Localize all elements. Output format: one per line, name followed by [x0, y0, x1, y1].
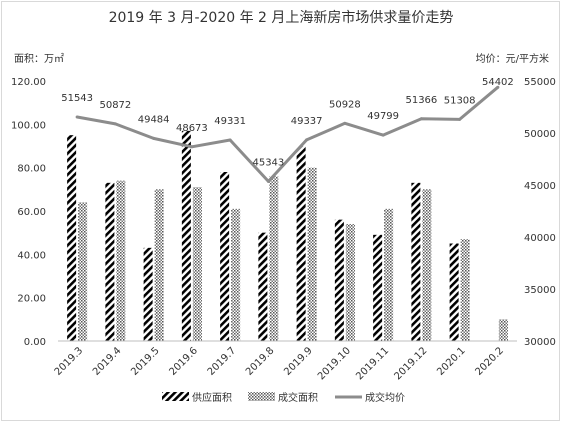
left-tick-label: 80.00	[17, 164, 46, 175]
price-point	[75, 115, 79, 119]
price-point	[496, 85, 500, 89]
price-line	[76, 86, 499, 183]
price-data-label: 50928	[329, 99, 361, 110]
x-tick-label: 2019.9	[282, 345, 315, 378]
price-point	[343, 121, 347, 125]
supply-bar	[258, 232, 268, 341]
right-tick-label: 40000	[524, 233, 556, 244]
bars-group	[67, 130, 508, 341]
x-tick-label: 2019.7	[206, 345, 239, 378]
transaction-bar	[116, 180, 126, 341]
price-data-label: 49331	[214, 116, 246, 127]
price-point	[266, 179, 270, 183]
supply-bar	[449, 243, 459, 341]
x-tick-label: 2019.10	[316, 345, 353, 382]
price-data-label: 49484	[138, 114, 170, 125]
x-axis-ticks: 2019.3 2019.4 2019.5 2019.6 2019.7 2019.8 2019…	[53, 345, 506, 382]
supply-bar	[220, 172, 230, 341]
legend-label-transaction: 成交面积	[278, 391, 318, 404]
supply-bar	[296, 146, 306, 341]
right-tick-label: 50000	[524, 129, 556, 140]
supply-bar	[411, 182, 421, 341]
transaction-bar	[307, 167, 317, 341]
supply-bar	[67, 135, 77, 341]
legend-label-price: 成交均价	[365, 391, 405, 404]
legend-swatch-transaction	[248, 392, 275, 401]
price-data-label: 45343	[252, 157, 284, 168]
x-tick-label: 2019.8	[244, 345, 277, 378]
price-point	[113, 122, 117, 126]
transaction-bar	[154, 189, 164, 341]
price-point	[305, 138, 309, 142]
price-point	[381, 133, 385, 137]
legend-label-supply: 供应面积	[192, 391, 232, 404]
right-tick-label: 30000	[524, 337, 556, 348]
transaction-bar	[384, 208, 394, 341]
price-data-label: 54402	[482, 77, 514, 88]
price-data-label: 51366	[405, 95, 437, 106]
x-tick-label: 2019.12	[392, 345, 429, 382]
transaction-bar	[192, 187, 202, 341]
supply-bar	[181, 130, 191, 341]
price-point	[228, 138, 232, 142]
transaction-bar	[231, 208, 241, 341]
left-axis-unit: 面积：万㎡	[14, 53, 64, 65]
price-data-label: 48673	[176, 123, 208, 134]
price-data-label: 51543	[61, 93, 93, 104]
supply-bar	[105, 182, 115, 341]
right-axis-unit: 均价：元/平方米	[476, 52, 549, 65]
x-tick-label: 2019.6	[167, 345, 200, 378]
transaction-bar	[460, 239, 470, 341]
left-tick-label: 40.00	[17, 250, 46, 261]
price-point	[419, 117, 423, 121]
transaction-bar	[422, 189, 432, 341]
supply-bar	[334, 219, 344, 341]
x-tick-label: 2019.11	[354, 345, 391, 382]
price-data-label: 49799	[367, 111, 399, 122]
right-tick-label: 45000	[524, 181, 556, 192]
transaction-bar	[345, 224, 355, 341]
x-tick-label: 2020.1	[435, 345, 468, 378]
left-tick-label: 100.00	[11, 120, 46, 131]
x-tick-label: 2019.3	[53, 345, 86, 378]
price-data-label: 50872	[99, 100, 131, 111]
left-tick-label: 120.00	[11, 77, 46, 88]
legend-swatch-supply	[162, 392, 189, 401]
price-point	[190, 145, 194, 149]
right-tick-label: 55000	[524, 77, 556, 88]
left-axis-ticks: 0.00 20.00 40.00 60.00 80.00 100.00 120.00	[11, 77, 46, 348]
legend: 供应面积 成交面积 成交均价	[162, 391, 405, 404]
price-point	[152, 136, 156, 140]
right-tick-label: 35000	[524, 285, 556, 296]
right-axis-ticks: 30000 35000 40000 45000 50000 55000	[524, 77, 556, 348]
price-data-label: 51308	[444, 95, 476, 106]
left-tick-label: 20.00	[17, 294, 46, 305]
transaction-bar	[498, 319, 508, 341]
price-point	[458, 117, 462, 121]
price-data-label: 49337	[291, 116, 323, 127]
transaction-bar	[269, 176, 279, 341]
x-tick-label: 2019.4	[91, 345, 124, 378]
left-tick-label: 0.00	[24, 337, 46, 348]
supply-bar	[373, 234, 383, 341]
x-tick-label: 2019.5	[129, 345, 162, 378]
chart-title: 2019 年 3 月-2020 年 2 月上海新房市场供求量价走势	[109, 9, 454, 26]
x-tick-label: 2020.2	[473, 345, 506, 378]
supply-bar	[143, 247, 153, 341]
price-line-group: 51543 50872 49484 48673 49331 45343 49337 50928…	[61, 77, 514, 183]
transaction-bar	[78, 202, 88, 341]
left-tick-label: 60.00	[17, 207, 46, 218]
